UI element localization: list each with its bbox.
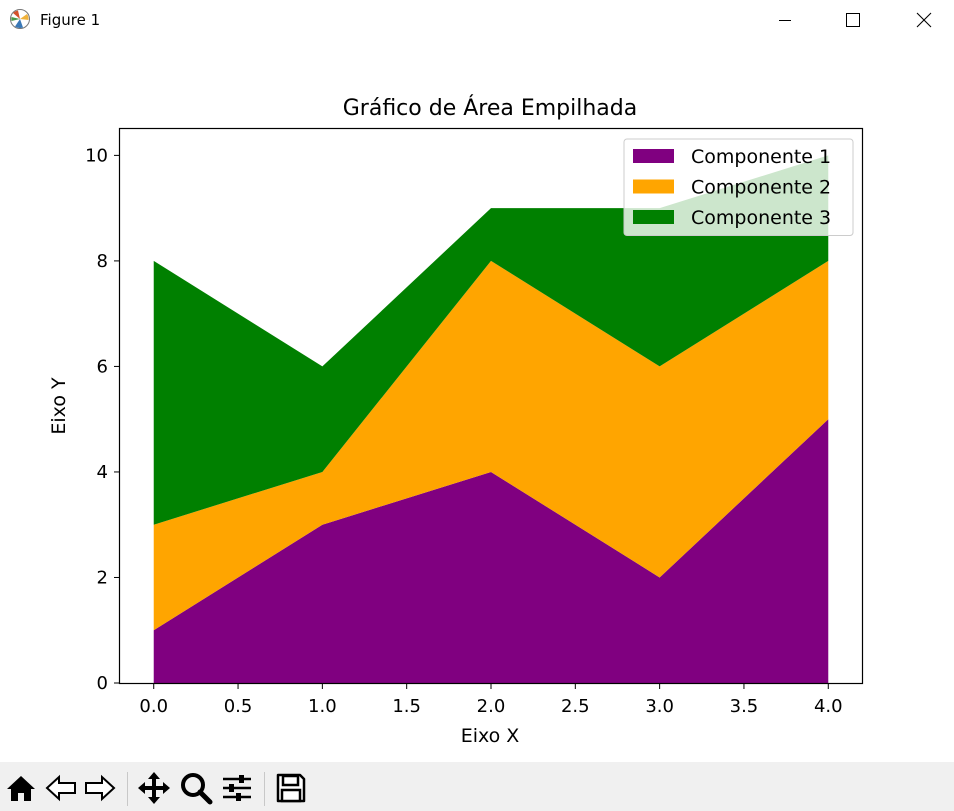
y-tick-label: 10 <box>85 145 108 166</box>
x-tick-label: 4.0 <box>814 696 843 717</box>
maximize-button[interactable] <box>818 0 888 40</box>
y-axis-label: Eixo Y <box>48 377 70 435</box>
stacked-area-chart: 0.0 0.5 1.0 1.5 2.0 2.5 3.0 3.5 4.0 0 2 4 6 8 10 Gráf… <box>48 95 864 747</box>
legend-label: Componente 2 <box>691 177 831 199</box>
x-tick-label: 0.5 <box>224 696 253 717</box>
toolbar-separator <box>264 772 265 806</box>
legend-label: Componente 1 <box>691 146 831 168</box>
home-button[interactable] <box>3 770 39 806</box>
area-series-3 <box>153 155 829 525</box>
y-tick-label: 2 <box>97 567 108 588</box>
matplotlib-icon <box>10 9 30 29</box>
y-tick-label: 0 <box>97 673 108 694</box>
configure-subplots-icon <box>223 775 251 801</box>
legend-label: Componente 3 <box>691 207 831 229</box>
legend-swatch <box>633 149 674 163</box>
x-tick-label: 1.5 <box>392 696 421 717</box>
forward-arrow-icon <box>85 774 116 802</box>
forward-button[interactable] <box>82 770 118 806</box>
close-icon <box>916 12 932 28</box>
legend-swatch <box>633 210 674 224</box>
toolbar-separator <box>127 772 128 806</box>
y-tick-label: 4 <box>97 462 108 483</box>
window-title: Figure 1 <box>40 11 101 29</box>
configure-subplots-button[interactable] <box>219 770 255 806</box>
x-tick-label: 3.0 <box>645 696 674 717</box>
pan-icon <box>138 772 170 804</box>
y-tick-label: 8 <box>97 251 108 272</box>
window-titlebar: Figure 1 <box>0 0 954 40</box>
zoom-button[interactable] <box>178 770 214 806</box>
figure-canvas[interactable]: 0.0 0.5 1.0 1.5 2.0 2.5 3.0 3.5 4.0 0 2 4 6 8 10 Gráf… <box>0 40 954 762</box>
minimize-icon <box>779 20 791 21</box>
home-icon <box>7 776 35 801</box>
minimize-button[interactable] <box>750 0 820 40</box>
navigation-toolbar <box>0 762 954 811</box>
legend: Componente 1 Componente 2 Componente 3 <box>623 138 854 236</box>
pan-button[interactable] <box>136 770 172 806</box>
legend-box <box>623 138 854 236</box>
area-series-2 <box>153 260 829 631</box>
y-tick-label: 6 <box>97 356 108 377</box>
back-button[interactable] <box>43 770 79 806</box>
chart-title: Gráfico de Área Empilhada <box>343 95 638 121</box>
x-axis-label: Eixo X <box>461 725 520 747</box>
maximize-icon <box>846 13 860 27</box>
area-series-1 <box>153 419 829 683</box>
zoom-icon <box>181 773 213 805</box>
save-button[interactable] <box>273 770 309 806</box>
x-tick-label: 1.0 <box>308 696 337 717</box>
x-tick-label: 2.0 <box>477 696 506 717</box>
y-axis-ticks: 0 2 4 6 8 10 <box>85 145 120 694</box>
x-axis-ticks: 0.0 0.5 1.0 1.5 2.0 2.5 3.0 3.5 4.0 <box>139 683 843 717</box>
x-tick-label: 3.5 <box>730 696 759 717</box>
save-icon <box>276 773 306 803</box>
legend-swatch <box>633 179 674 194</box>
area-series-group <box>153 155 829 683</box>
x-tick-label: 0.0 <box>139 696 168 717</box>
back-arrow-icon <box>45 774 76 802</box>
close-button[interactable] <box>889 0 954 40</box>
x-tick-label: 2.5 <box>561 696 590 717</box>
